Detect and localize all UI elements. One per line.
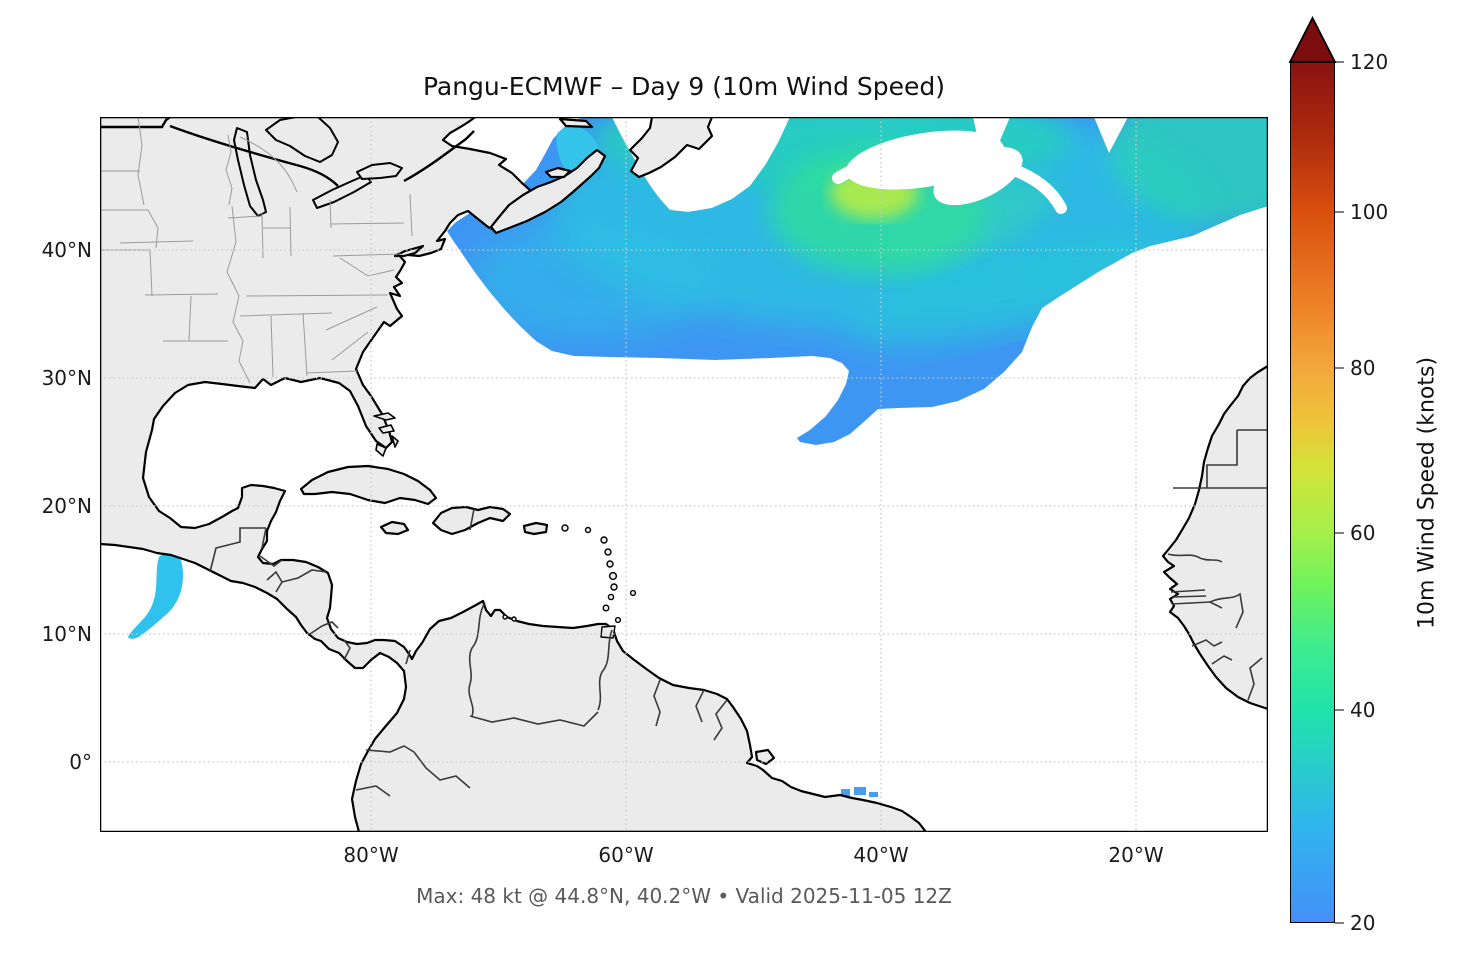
colorbar-tick-mark [1335,709,1344,711]
colorbar-tick-mark [1335,367,1344,369]
marajo-island [754,748,776,766]
map-plot-area [98,115,1270,834]
jamaica [379,520,410,536]
prince-edward-island [544,166,572,179]
colorbar [1290,62,1335,923]
xtick-label: 20°W [1108,843,1164,867]
ytick-label: 40°N [41,238,92,262]
colorbar-tick-mark [1335,532,1344,534]
plot-title: Pangu-ECMWF – Day 9 (10m Wind Speed) [422,72,946,101]
colorbar-tick-label: 20 [1350,911,1376,935]
country-borders [209,429,1268,797]
colorbar-extend-arrow [1288,16,1337,63]
ytick-label: 0° [69,750,92,774]
cuba [299,464,438,506]
ytick-label: 30°N [41,366,92,390]
long-island [393,244,425,258]
gridlines [100,117,1268,832]
colorbar-axis-label: 10m Wind Speed (knots) [1414,356,1440,629]
newfoundland [628,117,714,179]
colorbar-tick-label: 40 [1350,698,1376,722]
us-canada-border [100,117,475,187]
colorbar-tick-label: 100 [1350,200,1389,224]
wind-specks-amazon [841,787,878,797]
colorbar-tick-label: 80 [1350,356,1376,380]
xtick-label: 40°W [853,843,909,867]
lesser-antilles [502,524,637,639]
colorbar-tick-label: 60 [1350,521,1376,545]
ytick-label: 20°N [41,494,92,518]
nova-scotia [489,148,607,235]
max-valid-caption: Max: 48 kt @ 44.8°N, 40.2°W • Valid 2025… [416,884,952,908]
colorbar-tick-mark [1335,211,1344,213]
west-africa [1161,364,1268,711]
xtick-label: 80°W [343,843,399,867]
colorbar-tick-mark [1335,61,1344,63]
anticosti-island [558,117,594,129]
state-borders [100,117,413,384]
geo-map [98,115,1270,834]
puerto-rico [522,521,549,536]
bahamas [373,412,399,457]
wind-patch-pacific [128,551,183,639]
colorbar-tick-mark [1335,922,1344,924]
xtick-label: 60°W [598,843,654,867]
ytick-label: 10°N [41,622,92,646]
colorbar-tick-label: 120 [1350,50,1389,74]
calm-hook [832,149,1067,214]
